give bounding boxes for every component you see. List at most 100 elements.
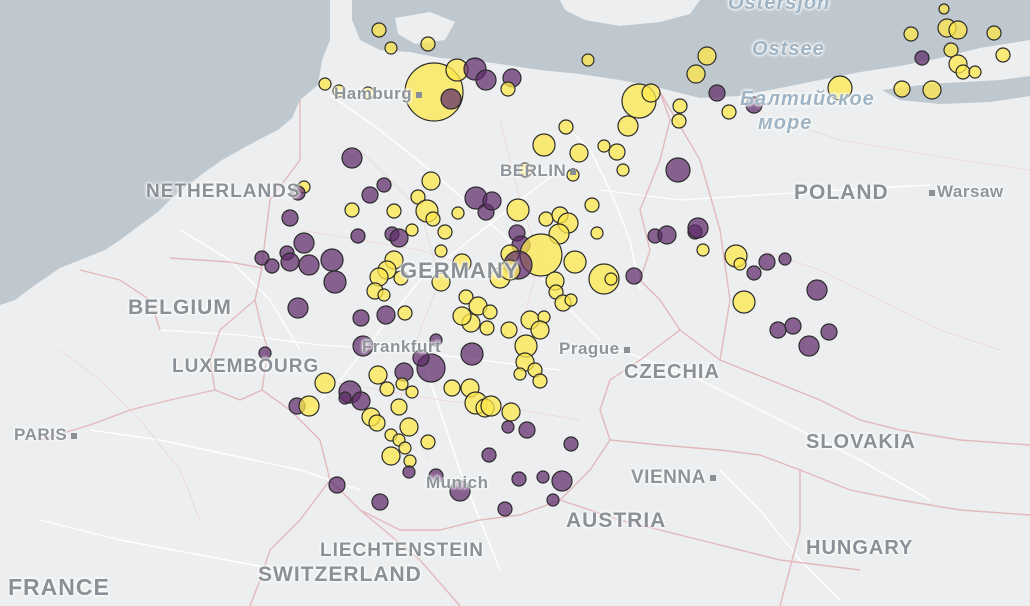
map-marker[interactable] [361,186,379,204]
map-marker[interactable] [281,209,299,227]
map-marker[interactable] [481,447,497,463]
map-marker[interactable] [475,69,497,91]
map-marker[interactable] [590,226,604,240]
map-marker[interactable] [625,267,643,285]
map-marker[interactable] [986,25,1002,41]
map-marker[interactable] [386,203,402,219]
map-marker[interactable] [323,270,347,294]
map-marker[interactable] [518,421,536,439]
map-marker[interactable] [506,198,530,222]
map-marker[interactable] [420,434,436,450]
map-marker[interactable] [665,157,691,183]
map-marker[interactable] [893,80,911,98]
map-marker[interactable] [258,346,272,360]
map-marker[interactable] [421,171,441,191]
map-marker[interactable] [563,250,587,274]
map-marker[interactable] [480,395,502,417]
map-marker[interactable] [532,373,548,389]
map-marker[interactable] [500,321,518,339]
map-marker[interactable] [604,272,618,286]
map-marker[interactable] [745,96,763,114]
map-marker[interactable] [943,42,959,58]
map-marker[interactable] [672,98,688,114]
map-marker[interactable] [371,493,389,511]
map-marker[interactable] [399,417,419,437]
map-marker[interactable] [352,309,370,327]
map-marker[interactable] [328,476,346,494]
map-marker[interactable] [338,391,352,405]
map-marker[interactable] [377,288,391,302]
map-marker[interactable] [798,335,820,357]
map-marker[interactable] [420,36,436,52]
map-marker[interactable] [616,163,630,177]
map-marker[interactable] [497,501,513,517]
map-marker[interactable] [641,83,661,103]
map-marker[interactable] [384,41,398,55]
map-marker[interactable] [948,20,968,40]
map-marker[interactable] [412,349,430,367]
map-marker[interactable] [368,365,388,385]
map-marker[interactable] [449,480,471,502]
map-marker[interactable] [314,372,336,394]
map-marker[interactable] [287,297,309,319]
map-marker[interactable] [697,46,717,66]
map-marker[interactable] [458,289,474,305]
map-marker[interactable] [280,252,300,272]
map-marker[interactable] [903,26,919,42]
map-marker[interactable] [938,3,950,15]
map-marker[interactable] [434,244,448,258]
map-marker[interactable] [254,250,270,266]
map-marker[interactable] [389,228,409,248]
map-marker[interactable] [758,253,776,271]
map-marker[interactable] [784,317,802,335]
map-marker[interactable] [479,320,495,336]
map-marker[interactable] [376,305,396,325]
map-marker[interactable] [806,279,828,301]
map-marker[interactable] [686,64,706,84]
map-marker[interactable] [538,211,554,227]
map-marker[interactable] [425,211,441,227]
map-marker[interactable] [341,147,363,169]
map-marker[interactable] [558,119,574,135]
map-marker[interactable] [827,75,853,101]
map-marker[interactable] [513,367,527,381]
map-marker[interactable] [405,385,419,399]
map-marker[interactable] [914,50,930,66]
map-marker[interactable] [332,84,346,98]
map-marker[interactable] [597,139,611,153]
map-marker[interactable] [778,252,792,266]
map-marker[interactable] [563,436,579,452]
map-marker[interactable] [708,84,726,102]
map-marker[interactable] [429,333,443,347]
map-marker[interactable] [395,377,409,391]
map-marker[interactable] [298,254,320,276]
map-marker[interactable] [536,470,550,484]
map-marker[interactable] [564,293,578,307]
map-marker[interactable] [351,391,371,411]
map-marker[interactable] [995,47,1011,63]
map-marker[interactable] [451,206,465,220]
map-marker[interactable] [344,202,360,218]
map-marker[interactable] [517,162,533,178]
map-marker[interactable] [437,224,453,240]
map-marker[interactable] [584,197,600,213]
map-marker[interactable] [608,143,626,161]
map-marker[interactable] [376,177,392,193]
map-marker[interactable] [532,133,556,157]
map-marker[interactable] [452,306,472,326]
map-marker[interactable] [687,217,709,239]
map-marker[interactable] [721,104,737,120]
map-marker[interactable] [696,243,710,257]
map-marker[interactable] [530,320,550,340]
map-marker[interactable] [551,470,573,492]
map-marker[interactable] [371,22,387,38]
map-marker[interactable] [428,468,444,484]
map-marker[interactable] [402,465,416,479]
map-marker[interactable] [581,53,595,67]
map-marker[interactable] [671,113,687,129]
map-marker[interactable] [381,446,401,466]
map-marker[interactable] [350,228,366,244]
map-marker[interactable] [546,493,560,507]
map-marker[interactable] [290,185,306,201]
